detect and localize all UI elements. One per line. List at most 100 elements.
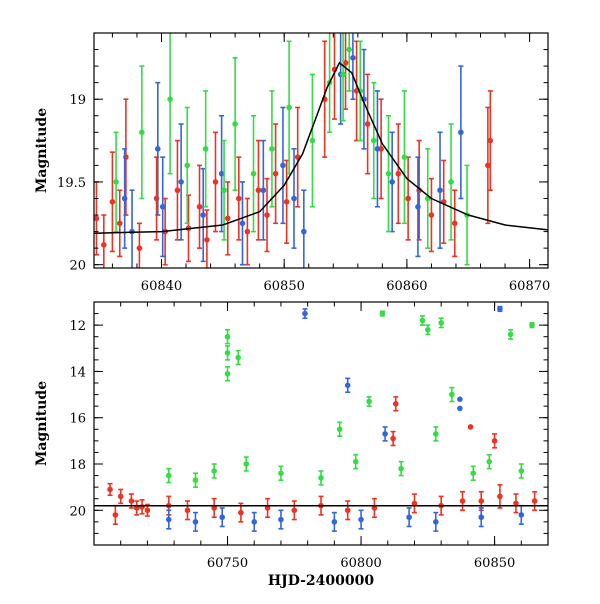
top-panel-y-axis-label: Magnitude xyxy=(34,108,50,193)
bottom-panel-data-point xyxy=(235,354,242,361)
bottom-panel-data-point xyxy=(344,507,351,514)
top-panel-data-point xyxy=(487,137,494,144)
bottom-panel-data-point xyxy=(336,426,343,433)
top-panel-data-point xyxy=(113,179,119,185)
bottom-panel-data-point xyxy=(457,396,463,403)
bottom-panel-data-point xyxy=(219,514,225,521)
bottom-panel-series-1 xyxy=(165,305,525,532)
top-panel-data-point xyxy=(301,228,307,235)
top-panel-data-point xyxy=(346,46,353,53)
top-panel-data-point xyxy=(385,170,392,177)
top-panel-data-point xyxy=(116,220,123,227)
bottom-panel-data-point xyxy=(531,498,538,504)
top-panel-x-tick-label: 60860 xyxy=(386,279,427,294)
top-panel-data-point xyxy=(291,195,297,202)
top-panel-data-point xyxy=(136,245,143,251)
bottom-panel-data-point xyxy=(507,331,514,338)
bottom-panel-data-point xyxy=(318,475,324,481)
bottom-panel-data-point xyxy=(513,500,519,507)
top-panel-data-point xyxy=(139,129,145,136)
bottom-panel-frame xyxy=(93,301,549,546)
bottom-panel-data-point xyxy=(379,310,386,317)
top-panel-data-point xyxy=(255,187,262,194)
top-panel-frame xyxy=(93,32,549,269)
top-panel-data-point xyxy=(458,129,464,136)
top-panel: 60840 60850 60860 60870 19 19.5 20 Magnitude xyxy=(34,32,550,294)
bottom-panel-y-tick-label: 12 xyxy=(69,319,86,334)
top-panel-x-tick-label: 60840 xyxy=(141,279,182,294)
bottom-panel-data-point xyxy=(224,370,231,377)
top-panel-model-curve xyxy=(94,61,548,234)
bottom-panel-data-point xyxy=(139,504,145,510)
top-panel-data-point xyxy=(370,137,377,144)
bottom-panel-data-point xyxy=(366,398,372,405)
bottom-panel-data-point xyxy=(438,320,444,326)
top-panel-data-point xyxy=(167,96,173,102)
bottom-panel-plot-area xyxy=(94,305,548,532)
top-panel-data-point xyxy=(174,187,181,194)
bottom-panel-data-point xyxy=(392,401,399,407)
bottom-panel-data-point xyxy=(192,477,199,484)
bottom-panel-data-point xyxy=(470,470,477,477)
top-panel-data-point xyxy=(232,121,238,127)
top-panel-data-point xyxy=(286,104,292,111)
top-panel-data-point xyxy=(218,170,225,177)
top-panel-data-point xyxy=(283,199,290,205)
bottom-panel-data-point xyxy=(211,468,217,474)
top-panel-data-point xyxy=(264,212,270,218)
top-panel-data-point xyxy=(202,146,209,152)
bottom-panel-data-point xyxy=(238,509,244,516)
bottom-panel-data-point xyxy=(491,438,498,444)
bottom-panel-data-point xyxy=(344,382,351,389)
top-panel-series-1 xyxy=(121,33,464,268)
bottom-panel-data-point xyxy=(406,514,412,521)
bottom-panel-data-point xyxy=(251,519,258,525)
top-panel-y-tick-label: 19.5 xyxy=(57,176,86,191)
bottom-panel-data-point xyxy=(398,465,404,472)
bottom-panel-x-tick-label: 60750 xyxy=(207,556,248,571)
top-panel-x-tick-label: 60850 xyxy=(264,279,305,294)
bottom-panel-y-tick-label: 20 xyxy=(69,504,86,519)
bottom-panel-data-point xyxy=(449,391,455,398)
top-panel-data-point xyxy=(269,146,275,152)
bottom-panel-data-point xyxy=(184,507,191,514)
top-panel-data-point xyxy=(350,55,356,61)
bottom-panel: 60750 60800 60850 12 14 16 18 20 Magnitude HJD-24… xyxy=(34,301,549,589)
top-panel-y-tick-label: 19 xyxy=(69,93,86,108)
top-panel-data-point xyxy=(235,195,242,202)
bottom-panel-data-point xyxy=(165,516,172,523)
bottom-panel-data-point xyxy=(224,350,231,356)
top-panel-data-point xyxy=(224,215,231,222)
top-panel-data-point xyxy=(451,220,458,227)
top-panel-data-point xyxy=(184,162,191,169)
bottom-panel-data-point xyxy=(302,310,308,317)
bottom-panel-x-tick-label: 60800 xyxy=(340,556,381,571)
bottom-panel-data-point xyxy=(411,500,418,507)
bottom-panel-y-tick-label: 14 xyxy=(69,365,86,380)
top-panel-data-point xyxy=(94,215,100,222)
top-panel-data-point xyxy=(121,195,128,202)
bottom-panel-y-tick-label: 18 xyxy=(69,458,86,473)
top-panel-series-2 xyxy=(113,33,470,266)
bottom-panel-data-point xyxy=(497,493,503,500)
bottom-panel-y-tick-label: 16 xyxy=(69,412,86,427)
top-panel-data-point xyxy=(196,203,203,210)
bottom-panel-data-point xyxy=(467,424,474,430)
top-panel-data-point xyxy=(364,121,371,127)
top-panel-data-point xyxy=(221,187,227,194)
top-panel-data-point xyxy=(374,146,381,152)
bottom-panel-data-point xyxy=(457,405,463,412)
top-panel-data-point xyxy=(250,170,257,177)
bottom-panel-data-point xyxy=(291,507,298,514)
bottom-panel-data-point xyxy=(352,458,359,465)
bottom-panel-data-point xyxy=(243,461,250,467)
bottom-panel-data-point xyxy=(419,317,426,324)
bottom-panel-data-point xyxy=(518,512,525,518)
bottom-panel-data-point xyxy=(518,468,525,474)
bottom-panel-data-point xyxy=(486,458,493,465)
bottom-panel-x-tick-label: 60850 xyxy=(474,556,515,571)
bottom-panel-data-point xyxy=(224,333,231,340)
bottom-panel-data-point xyxy=(425,326,431,333)
top-panel-data-point xyxy=(212,179,219,185)
